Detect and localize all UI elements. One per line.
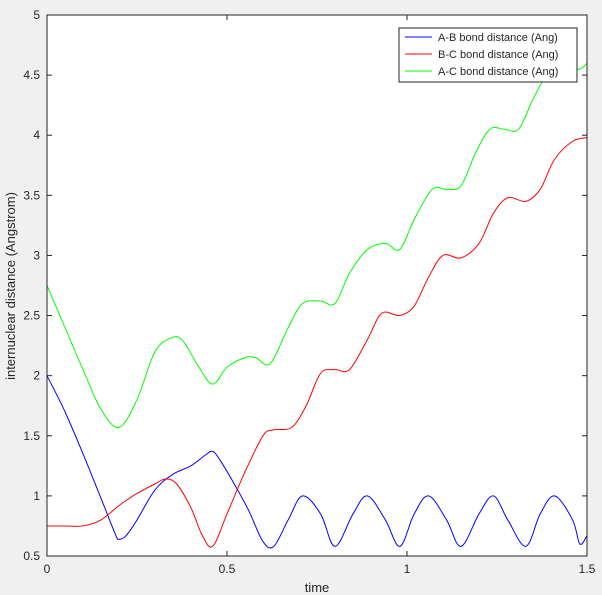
y-tick-label: 3.5 bbox=[23, 188, 40, 202]
y-tick-label: 2 bbox=[33, 369, 40, 383]
y-tick-label: 2.5 bbox=[23, 309, 40, 323]
series-layer bbox=[47, 62, 587, 549]
y-tick-label: 0.5 bbox=[23, 549, 40, 563]
y-tick-label: 4.5 bbox=[23, 68, 40, 82]
x-axis-label: time bbox=[305, 580, 330, 595]
y-tick-label: 4 bbox=[33, 128, 40, 142]
x-tick-label: 0.5 bbox=[219, 562, 236, 576]
x-tick-label: 0 bbox=[44, 562, 51, 576]
y-axis-label: internuclear distance (Angstrom) bbox=[3, 192, 18, 380]
y-tick-label: 5 bbox=[33, 8, 40, 22]
legend: A-B bond distance (Ang) B-C bond distanc… bbox=[398, 27, 578, 83]
legend-entry-ab: A-B bond distance (Ang) bbox=[438, 32, 558, 44]
legend-entry-ac: A-C bond distance (Ang) bbox=[438, 66, 558, 78]
y-tick-label: 1.5 bbox=[23, 429, 40, 443]
plot-background bbox=[47, 15, 587, 556]
x-tick-label: 1.5 bbox=[579, 562, 596, 576]
plot-frame bbox=[46, 14, 588, 557]
legend-entry-bc: B-C bond distance (Ang) bbox=[438, 49, 558, 61]
y-tick-label: 3 bbox=[33, 248, 40, 262]
series-line-ab bbox=[47, 375, 587, 549]
x-tick-label: 1 bbox=[404, 562, 411, 576]
y-tick-label: 1 bbox=[33, 489, 40, 503]
series-line-bc bbox=[47, 137, 587, 548]
ticks-layer: 0 0.5 1 1.5 0.5 1 1.5 2 2.5 3 3.5 4 4.5 5 bbox=[23, 8, 595, 576]
series-line-ac bbox=[47, 62, 587, 428]
